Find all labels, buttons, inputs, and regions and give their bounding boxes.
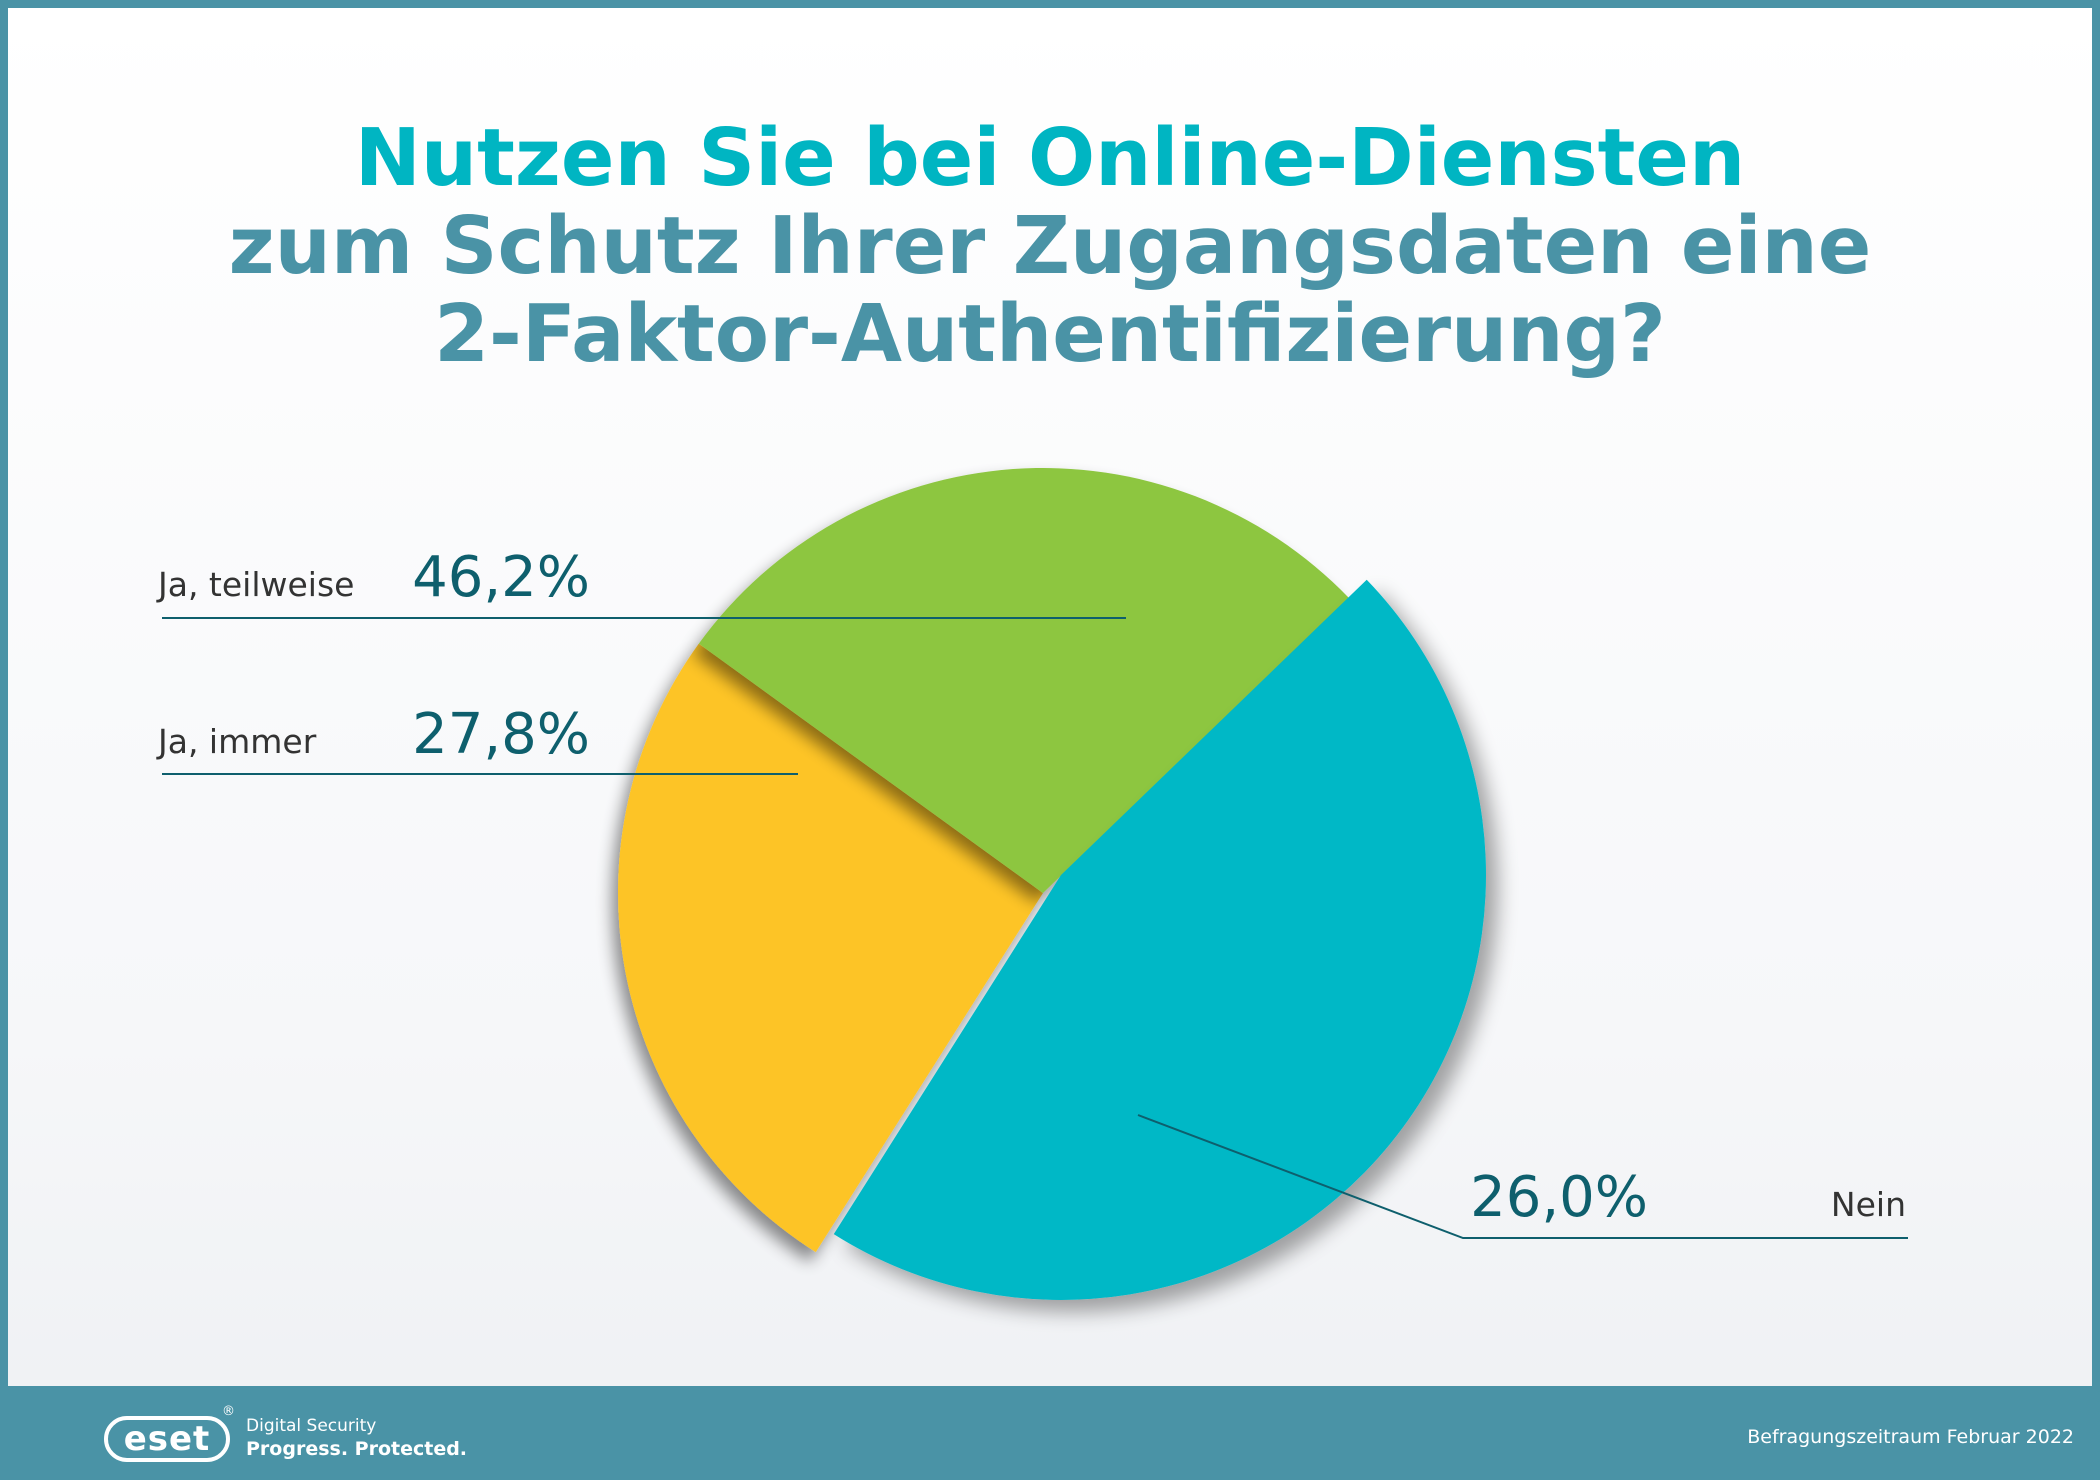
- category-label-ja-immer: Ja, immer: [156, 722, 317, 761]
- value-label-ja-teilweise: 46,2%: [412, 545, 590, 610]
- pie-slice-ja-teilweise: [833, 579, 1486, 1300]
- title-line-2: zum Schutz Ihrer Zugangsdaten eine: [228, 200, 1872, 292]
- chart-title: Nutzen Sie bei Online-Diensten zum Schut…: [8, 114, 2092, 378]
- footer-bar: eset ® Digital Security Progress. Protec…: [8, 1386, 2092, 1480]
- category-label-nein: Nein: [1831, 1185, 1906, 1224]
- leader-line-nein: [1137, 1114, 1908, 1239]
- category-label-ja-teilweise: Ja, teilweise: [156, 565, 354, 604]
- pie-chart: Ja, teilweise 46,2% Nein 26,0% Ja, immer 27,8…: [156, 468, 1908, 1300]
- survey-period: Befragungszeitraum Februar 2022: [1747, 1426, 2074, 1448]
- value-label-nein: 26,0%: [1470, 1165, 1648, 1230]
- title-line-3: 2-Faktor-Authentifizierung?: [434, 288, 1666, 380]
- registered-mark: ®: [222, 1404, 235, 1419]
- tagline-digital-security: Digital Security: [246, 1416, 377, 1436]
- tagline-progress-protected: Progress. Protected.: [246, 1438, 468, 1460]
- pie-slice-nein: [617, 643, 1043, 1253]
- pie-slice-ja-immer: [698, 468, 1349, 893]
- title-line-1: Nutzen Sie bei Online-Diensten: [354, 112, 1746, 204]
- value-label-ja-immer: 27,8%: [412, 702, 590, 767]
- eset-logo: eset: [104, 1416, 230, 1462]
